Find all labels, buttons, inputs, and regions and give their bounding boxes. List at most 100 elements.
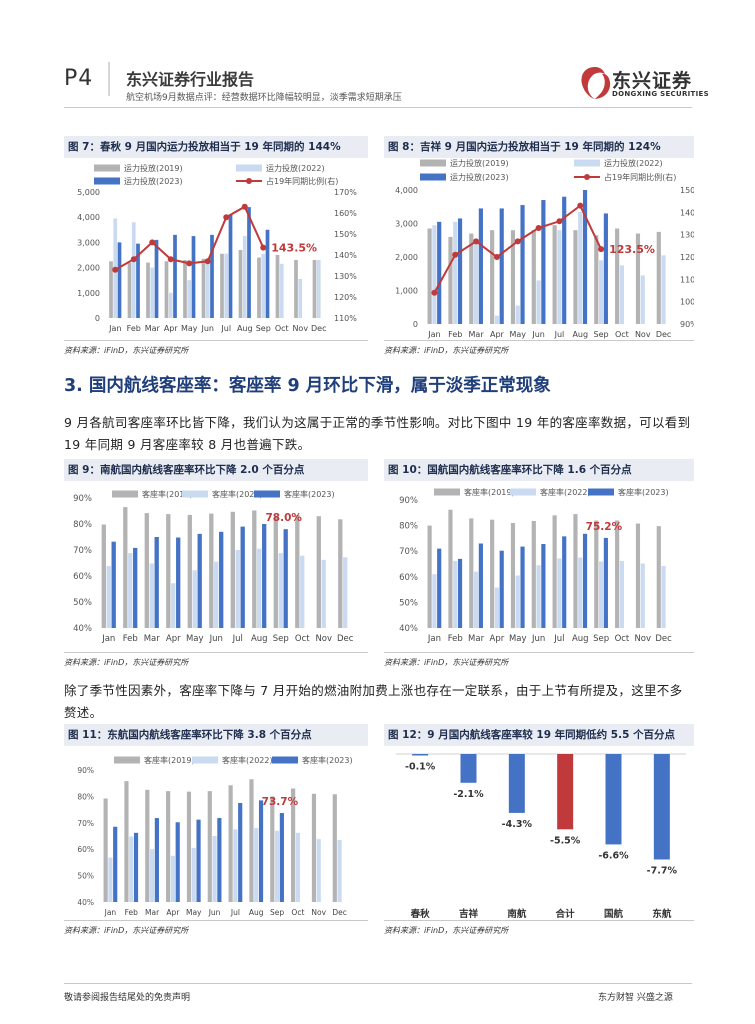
legend-swatch-2 [94, 177, 120, 185]
company-logo-en: DONGXING SECURITIES [612, 90, 709, 98]
bar-0-Dec [312, 260, 317, 318]
bar-2-May [197, 533, 202, 628]
ratio-point-7 [241, 203, 248, 210]
y-tick-label: 70% [77, 819, 94, 828]
fig10-chart: 客座率(2019) 客座率(2022) 客座率(2023) 40% 50% 60% 70% 8… [399, 487, 672, 644]
y2-tick-label: 130% [334, 272, 357, 281]
bar-0-Jul [552, 515, 557, 628]
bar-1-Aug [242, 236, 247, 318]
fig10-title: 图 10：国航国内航线客座率环比下降 1.6 个百分点 [384, 459, 694, 481]
bar-1-Dec [661, 566, 666, 628]
bar-1-Oct [619, 560, 624, 628]
bar-2-Apr [499, 208, 504, 324]
y-tick-label: 80% [77, 792, 94, 801]
x-tick-label: Jul [220, 324, 231, 333]
y2-tick-label: 120% [680, 253, 694, 262]
x-tick-label: Mar [144, 634, 161, 644]
legend-swatch-0 [114, 756, 140, 764]
bar-1-Aug [578, 557, 583, 628]
bar-0-Oct [291, 788, 296, 902]
bar-0-Apr [490, 230, 495, 324]
bar-1-Apr [171, 583, 176, 628]
bar-0-Feb [448, 509, 453, 628]
bar-2-Feb [457, 558, 463, 628]
x-tick-label: Aug [251, 634, 268, 644]
legend-label-1: 运力投放(2022) [266, 163, 325, 173]
bar-1-Jun [205, 258, 210, 318]
bar-0-Jan [109, 261, 113, 318]
y-tick-label: 70% [399, 547, 418, 557]
bar-1-Apr [494, 587, 499, 628]
bar-2-May [520, 205, 525, 324]
y2-tick-label: 130% [680, 231, 694, 240]
y-tick-label: 0 [413, 320, 418, 329]
y2-tick-label: 150% [334, 230, 357, 239]
bar-0-Mar [144, 513, 149, 628]
bar-0-May [510, 523, 516, 628]
bar-1-Feb [453, 221, 458, 324]
y-tick-label: 40% [77, 898, 94, 907]
rule [384, 920, 694, 921]
y-tick-label: 70% [73, 546, 92, 556]
x-tick-label: Nov [634, 634, 651, 644]
bar-2-Mar [478, 208, 483, 324]
x-tick-label: Apr [166, 908, 180, 917]
bar-2-Jul [228, 214, 233, 318]
bar-0-Nov [635, 523, 641, 628]
x-tick-label: Sep [256, 324, 271, 333]
bar-2-May [196, 819, 201, 902]
paragraph-2: 除了季节性因素外，客座率下降与 7 月开始的燃油附加费上涨也存在一定联系，由于上… [64, 683, 683, 720]
bar-1-Feb [128, 553, 133, 628]
bar-0-Apr [164, 261, 169, 318]
bar-2-Jun [217, 818, 222, 902]
x-tick-label: Oct [275, 324, 289, 333]
bar-0-Sep [594, 520, 599, 628]
bar-1-Apr [494, 315, 499, 324]
x-tick-label: May [186, 634, 204, 644]
y2-tick-label: 140% [680, 208, 694, 217]
bar-1-Dec [343, 557, 348, 628]
bar-0-Jun [531, 520, 536, 628]
bar-1-Aug [254, 828, 259, 902]
ratio-point-6 [223, 214, 230, 221]
bar-南航 [508, 754, 525, 813]
x-tick-label: Jan [101, 634, 115, 644]
bar-1-Mar [474, 571, 479, 628]
bar-0-May [183, 260, 187, 318]
data-label-春秋: -0.1% [405, 761, 436, 772]
bar-1-Jan [108, 857, 113, 902]
bar-0-Jun [531, 230, 536, 324]
y-tick-label: 1,000 [395, 287, 418, 296]
legend-label-0: 客座率(2019) [142, 489, 193, 499]
bar-合计 [557, 754, 574, 830]
bar-0-Dec [656, 231, 661, 324]
bar-1-Mar [150, 267, 155, 318]
bar-0-Aug [573, 514, 578, 628]
legend-label-2: 运力投放(2023) [450, 172, 509, 182]
y-tick-label: 1,000 [77, 289, 100, 298]
fig8-chart: 运力投放(2019) 运力投放(2022) 运力投放(2023) 占19年同期比例(右… [395, 158, 694, 339]
x-tick-label: Oct [291, 908, 304, 917]
bar-1-Nov [316, 839, 321, 902]
ratio-point-0 [431, 289, 438, 296]
bar-0-Jul [220, 253, 224, 318]
y2-tick-label: 110% [334, 314, 357, 323]
x-tick-label: Jun [531, 330, 545, 339]
fig12-chart: -0.1% 春秋 -2.1% 吉祥 -4.3% 南航 -5.5% 合计 -6.6% 国航 -7.7%… [396, 753, 686, 918]
bar-2-Aug [582, 533, 588, 628]
y-tick-label: 60% [399, 573, 418, 583]
paragraph-1: 9 月各航司客座率环比皆下降，我们认为这属于正常的季节性影响。对比下图中 19 … [64, 415, 691, 452]
bar-1-May [515, 305, 520, 324]
legend-label-1: 运力投放(2022) [604, 158, 663, 168]
legend-swatch-2 [254, 490, 280, 498]
bar-0-May [510, 230, 516, 324]
y-tick-label: 60% [73, 572, 92, 582]
bar-1-May [191, 847, 196, 902]
bar-0-May [187, 514, 192, 628]
ratio-point-1 [130, 256, 137, 263]
company-logo-cn: 东兴证券 [612, 70, 693, 92]
x-tick-label: May [181, 324, 198, 333]
x-tick-label: Mar [469, 330, 485, 339]
y2-tick-label: 160% [334, 209, 357, 218]
bar-1-Dec [661, 255, 666, 324]
